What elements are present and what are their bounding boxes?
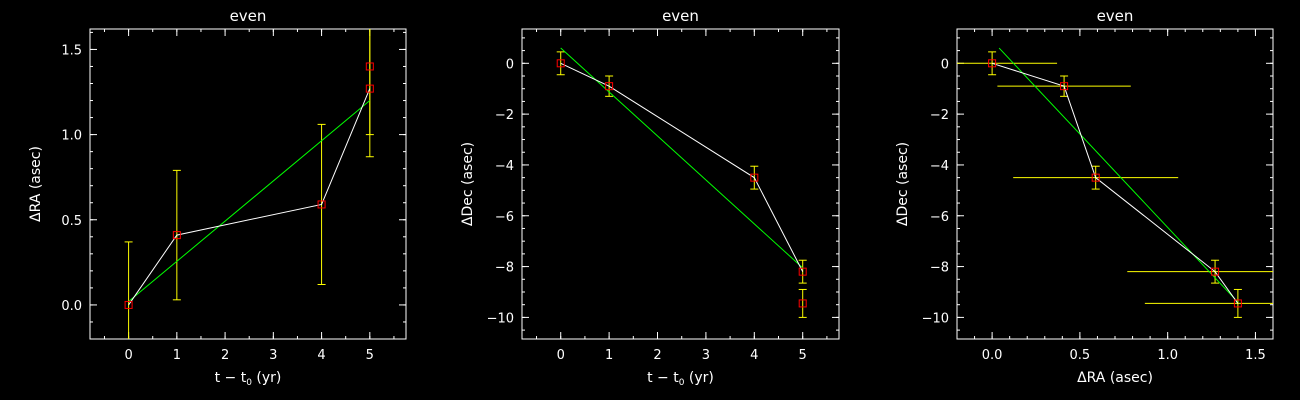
x-tick-label: 5 — [799, 348, 807, 363]
chart-title: even — [662, 7, 699, 25]
data-point — [798, 267, 807, 276]
fit-line — [998, 47, 1239, 303]
x-tick-label: 1 — [605, 348, 613, 363]
plot-frame — [89, 28, 407, 340]
x-axis-label-unit: (yr) — [252, 370, 281, 386]
y-tick-label: 0.5 — [61, 214, 82, 229]
y-axis-label: ΔDec (asec) — [895, 142, 911, 226]
panel-3: 0.0 0.5 1.0 1.5 −10 −8 −6 −4 −2 0 even ΔRA (asec) ΔD… — [895, 7, 1274, 386]
data-line — [560, 62, 804, 272]
data-point — [750, 173, 759, 182]
data-point — [605, 82, 614, 91]
x-tick-label: 1.0 — [1157, 348, 1178, 363]
y-axis-label: ΔDec (asec) — [460, 142, 476, 226]
x-axis-label-main: t − t — [647, 370, 679, 386]
x-axis-label: ΔRA (asec) — [1077, 370, 1153, 386]
data-point — [1233, 299, 1242, 308]
y-tick-label: −4 — [495, 159, 514, 174]
chart-title: even — [230, 7, 267, 25]
y-tick-label: 1.5 — [61, 43, 82, 58]
x-tick-label: 2 — [221, 348, 229, 363]
x-tick-label: 1 — [173, 348, 181, 363]
data-point — [365, 84, 374, 93]
x-tick-label: 4 — [750, 348, 758, 363]
data-point — [317, 200, 326, 209]
data-point — [556, 59, 565, 68]
y-tick-label: −2 — [930, 108, 949, 123]
x-axis-label-subscript: 0 — [246, 378, 252, 388]
x-tick-label: 4 — [317, 348, 325, 363]
x-tick-label: 0 — [124, 348, 132, 363]
y-tick-label: −10 — [922, 311, 949, 326]
data-point — [172, 231, 181, 240]
x-tick-label: 5 — [366, 348, 374, 363]
data-layer — [957, 47, 1273, 318]
chart-title: even — [1097, 7, 1134, 25]
data-line — [991, 62, 1239, 304]
y-tick-label: 0.0 — [61, 299, 82, 314]
x-axis-label-subscript: 0 — [679, 378, 685, 388]
x-axis-label-unit: (yr) — [684, 370, 713, 386]
data-point — [1211, 267, 1220, 276]
data-point — [798, 299, 807, 308]
y-tick-label: −8 — [930, 261, 949, 276]
y-tick-label: −4 — [930, 159, 949, 174]
x-tick-label: 0.5 — [1070, 348, 1091, 363]
y-tick-label: −6 — [930, 210, 949, 225]
data-line — [128, 88, 371, 306]
data-layer — [124, 29, 374, 339]
y-tick-label: −8 — [495, 261, 514, 276]
x-tick-label: 0.0 — [982, 348, 1003, 363]
x-axis-label-main: t − t — [215, 370, 247, 386]
x-tick-label: 3 — [269, 348, 277, 363]
y-tick-label: 1.0 — [61, 129, 82, 144]
fit-line — [128, 100, 371, 302]
x-axis-label-main: ΔRA (asec) — [1077, 370, 1153, 386]
y-tick-label: −10 — [487, 311, 514, 326]
plot-frame — [956, 28, 1274, 340]
x-tick-label: 2 — [653, 348, 661, 363]
x-tick-label: 1.5 — [1245, 348, 1266, 363]
y-axis-label: ΔRA (asec) — [28, 146, 44, 222]
plot-frame — [521, 28, 840, 340]
data-point — [365, 62, 374, 71]
x-axis-label: t − t0 (yr) — [647, 370, 714, 388]
y-tick-label: 0 — [506, 57, 514, 72]
x-axis-label: t − t0 (yr) — [215, 370, 282, 388]
y-tick-label: −6 — [495, 210, 514, 225]
data-layer — [556, 47, 807, 318]
data-point — [1091, 173, 1100, 182]
y-tick-label: −2 — [495, 108, 514, 123]
data-point — [1060, 82, 1069, 91]
data-point — [988, 59, 997, 68]
x-tick-label: 3 — [702, 348, 710, 363]
fit-line — [560, 47, 804, 269]
x-tick-label: 0 — [557, 348, 565, 363]
y-tick-label: 0 — [941, 57, 949, 72]
data-point — [124, 300, 133, 309]
